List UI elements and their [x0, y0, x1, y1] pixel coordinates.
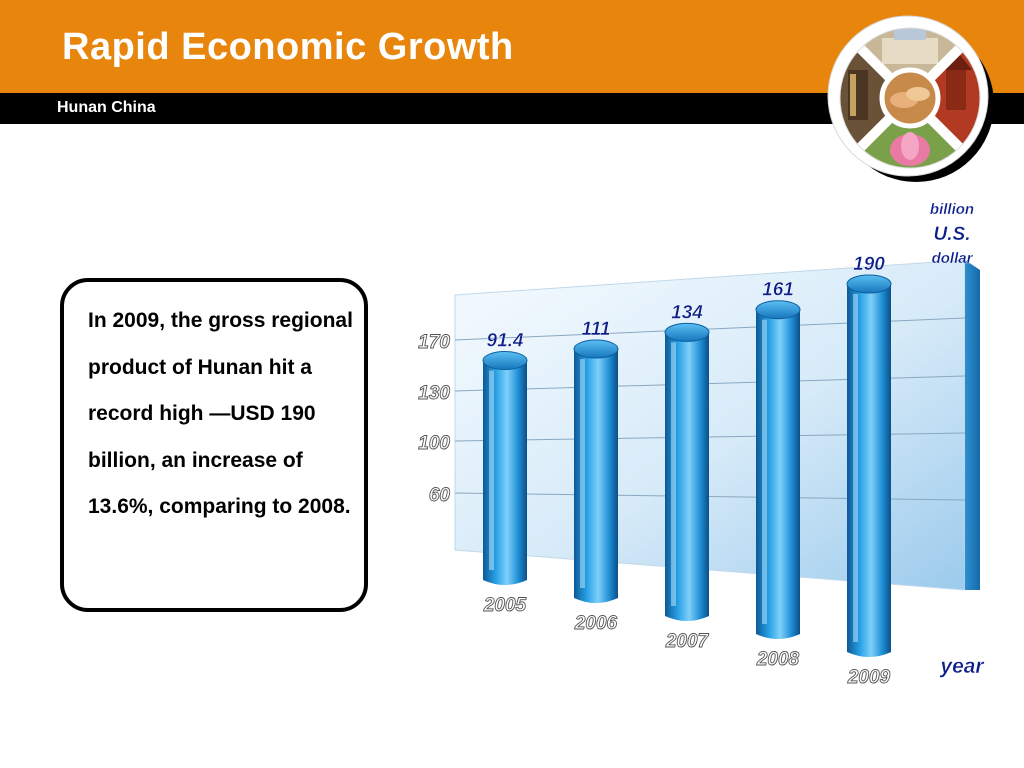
x-tick-label: 2009: [847, 667, 891, 688]
page-title: Rapid Economic Growth: [62, 26, 514, 68]
bar-cap: [573, 339, 619, 359]
bar-cap: [482, 351, 528, 371]
summary-text: In 2009, the gross regional product of H…: [88, 309, 353, 518]
bar-highlight: [489, 370, 494, 570]
x-tick-label: 2005: [483, 595, 527, 616]
y-tick-label: 170: [418, 332, 450, 353]
interior-photo: [840, 28, 910, 168]
unit-label: dollar: [932, 250, 974, 267]
bar-highlight: [671, 342, 676, 606]
summary-text-box: In 2009, the gross regional product of H…: [60, 278, 368, 612]
unit-label: U.S.: [934, 224, 971, 245]
x-tick-label: 2008: [756, 649, 800, 670]
y-tick-label: 100: [418, 433, 450, 454]
bar-highlight: [580, 359, 585, 588]
unit-label: billion: [930, 201, 974, 218]
y-tick-label: 60: [429, 485, 451, 506]
value-label: 111: [582, 319, 611, 340]
page-subtitle: Hunan China: [57, 99, 156, 116]
value-label: 190: [853, 254, 885, 275]
bar-2005: [482, 351, 528, 585]
bar-cap: [755, 300, 801, 320]
bar-2009: [846, 274, 892, 657]
x-tick-label: 2006: [574, 613, 618, 634]
chart-side-wall: [965, 260, 980, 590]
bar-cap: [846, 274, 892, 294]
photo-collage-emblem: [827, 15, 994, 182]
value-label: 134: [671, 302, 703, 323]
x-tick-label: 2007: [665, 631, 710, 652]
bar-cap: [664, 322, 710, 342]
bar-highlight: [762, 319, 767, 624]
gdp-bar-chart: 170 130 100 60 2005 2006 2007 2008 2009 91.4 111…: [418, 201, 986, 689]
bar-2006: [573, 339, 619, 603]
value-label: 161: [762, 280, 794, 301]
bar-2007: [664, 322, 710, 621]
y-tick-label: 130: [418, 383, 450, 404]
value-label: 91.4: [487, 331, 524, 352]
x-axis-title: year: [939, 655, 985, 678]
bar-2008: [755, 300, 801, 639]
bar-highlight: [853, 294, 858, 642]
